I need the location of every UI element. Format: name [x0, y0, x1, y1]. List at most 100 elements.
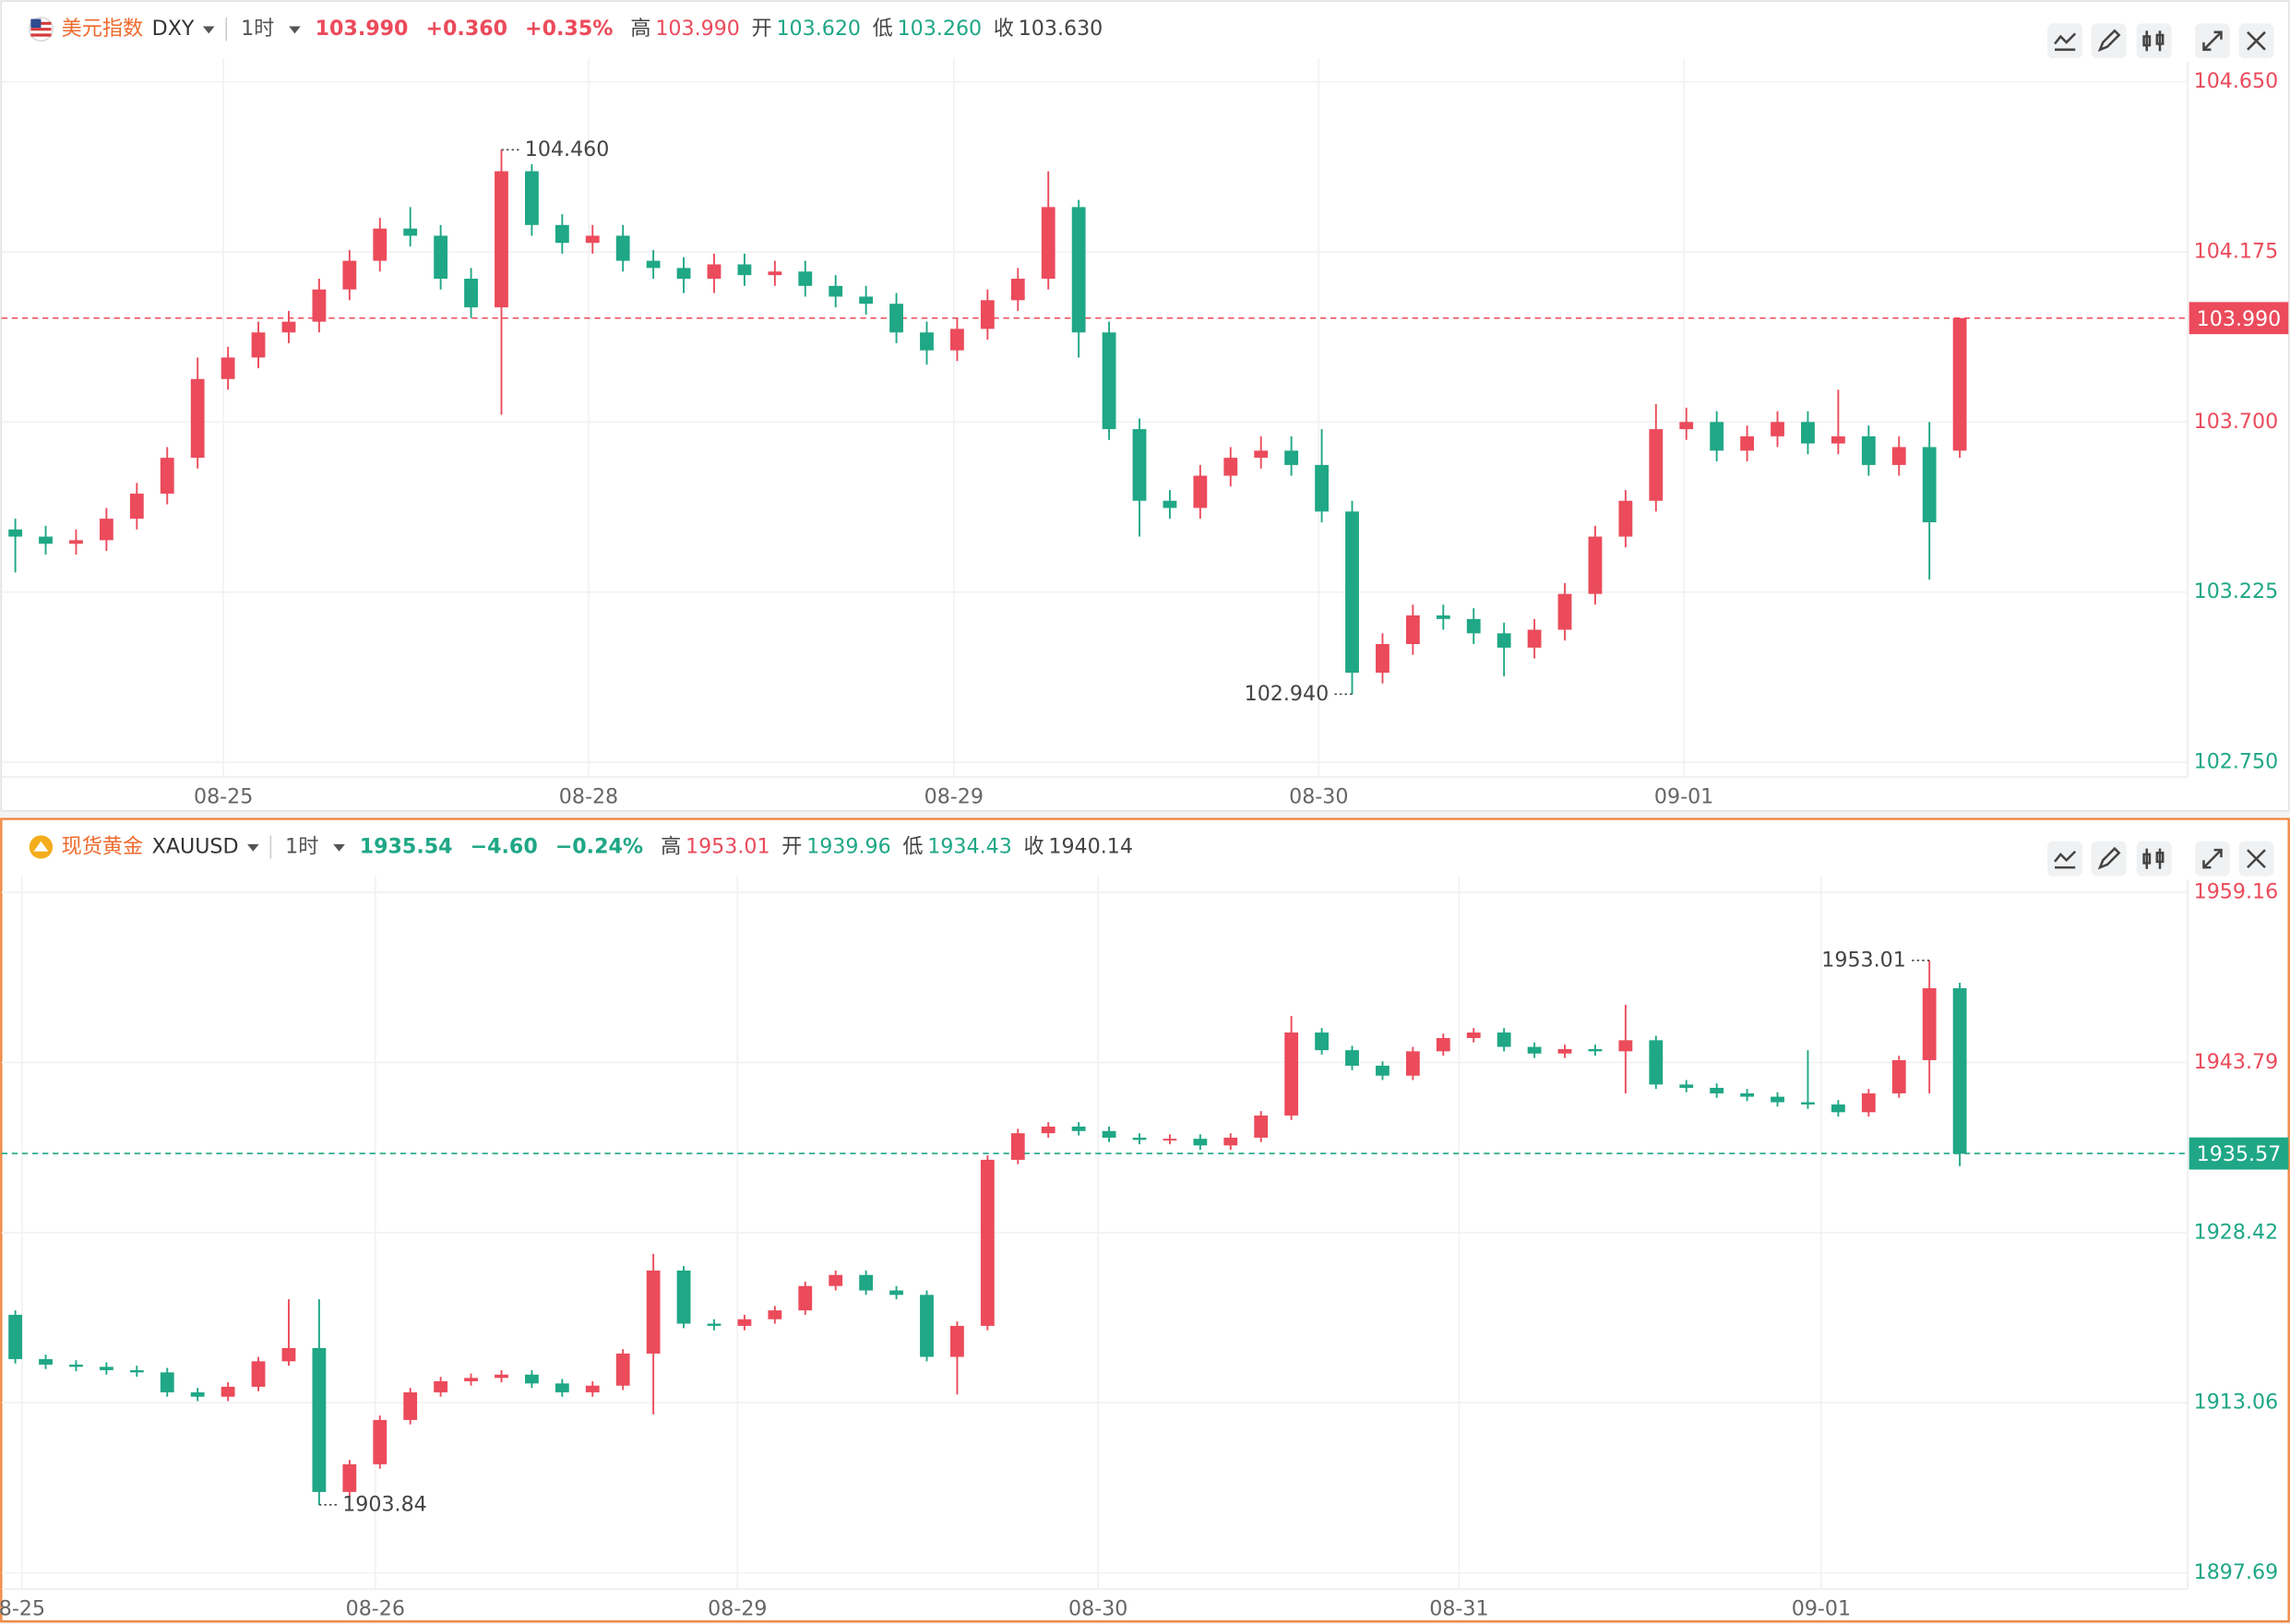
toolbar-button[interactable]: [2091, 841, 2127, 877]
toolbar-icon: [2097, 29, 2121, 53]
candle-body: [615, 1353, 630, 1386]
candle-body: [859, 1274, 874, 1291]
candle-body: [69, 540, 83, 544]
candle-body: [1345, 511, 1359, 674]
toolbar-icon: [2202, 848, 2223, 869]
ohlc-label: 收: [1023, 834, 1044, 858]
candle-body: [251, 1361, 266, 1387]
candle-body: [676, 1270, 691, 1324]
candle-body: [798, 271, 813, 286]
price: 1935.54: [360, 834, 453, 858]
candle-body: [1771, 1096, 1784, 1103]
candle-body: [555, 1383, 569, 1392]
symbol-code[interactable]: DXY: [152, 17, 195, 41]
candle-body: [859, 296, 874, 304]
candle-body: [1284, 450, 1299, 465]
candle-body: [312, 1347, 327, 1492]
candle-body: [1922, 987, 1937, 1060]
toolbar-button[interactable]: [2136, 841, 2172, 877]
candle-body: [281, 321, 296, 333]
candle-body: [1952, 317, 1967, 451]
symbol-title[interactable]: 美元指数: [62, 17, 144, 41]
candle-body: [707, 1323, 722, 1326]
candle-body: [1071, 207, 1086, 333]
x-tick-label: 08-29: [924, 785, 984, 809]
candle-body: [1922, 447, 1937, 523]
candle-body: [615, 235, 630, 261]
interval[interactable]: 1时: [285, 834, 318, 858]
price-change-pct: −0.24%: [555, 834, 643, 858]
candle-body: [1710, 1087, 1724, 1093]
interval[interactable]: 1时: [241, 17, 274, 41]
candle-body: [1891, 447, 1906, 465]
dropdown-caret: [247, 843, 259, 852]
candle-body: [1041, 207, 1056, 280]
ohlc-value: 103.260: [898, 17, 983, 41]
dropdown-caret: [333, 843, 345, 852]
candle-body: [251, 332, 266, 358]
candle-body: [1801, 422, 1815, 444]
candle-body: [403, 228, 418, 236]
candle-body: [160, 458, 174, 494]
candle-body: [1163, 1139, 1177, 1141]
y-tick-label: 104.175: [2194, 239, 2279, 263]
ohlc-value: 103.990: [655, 17, 740, 41]
price: 103.990: [316, 17, 409, 41]
x-tick-label: 08-31: [1429, 1597, 1488, 1621]
candle-body: [920, 332, 934, 351]
candle-body: [1376, 1065, 1390, 1076]
ohlc-label: 收: [994, 17, 1014, 41]
candle-body: [99, 519, 113, 541]
candle-body: [129, 493, 144, 519]
y-tick-label: 103.225: [2194, 579, 2279, 603]
y-tick-label: 1959.16: [2194, 880, 2279, 904]
candle-body: [950, 1325, 964, 1357]
candle-body: [373, 1419, 388, 1464]
candle-body: [39, 1358, 53, 1365]
candle-body: [1436, 1037, 1450, 1052]
candle-body: [495, 171, 508, 308]
candle-body: [1132, 1137, 1147, 1140]
candle-body: [1557, 593, 1572, 630]
candle-body: [1527, 1046, 1542, 1054]
y-tick-label: 104.650: [2194, 69, 2279, 93]
candle-body: [312, 289, 327, 322]
candle-body: [524, 171, 539, 225]
last-price-box: [2189, 1137, 2289, 1170]
candle-body: [1831, 1104, 1845, 1113]
last-price-label: 1935.57: [2197, 1142, 2282, 1166]
candle-body: [585, 235, 600, 244]
candle-body: [8, 529, 23, 537]
ohlc-label: 低: [873, 17, 893, 41]
extreme-label: 1903.84: [342, 1492, 427, 1516]
candle-body: [1679, 1084, 1694, 1088]
flag-canton: [30, 18, 42, 29]
candle-body: [495, 1374, 508, 1379]
symbol-title[interactable]: 现货黄金: [62, 834, 144, 858]
candle-body: [1527, 629, 1542, 648]
candle-body: [829, 1274, 843, 1286]
toolbar-button[interactable]: [2136, 23, 2172, 59]
toolbar-button[interactable]: [2091, 23, 2127, 59]
candle-body: [1376, 643, 1390, 674]
candle-body: [1466, 1032, 1481, 1038]
candle-body: [1710, 422, 1724, 451]
candle-body: [1618, 1040, 1633, 1052]
symbol-code[interactable]: XAUUSD: [152, 834, 239, 858]
x-tick-label: 08-28: [559, 785, 618, 809]
candle-body: [1163, 500, 1177, 508]
extreme-label: 104.460: [525, 137, 610, 161]
candle-body: [8, 1314, 23, 1359]
candle-body: [1891, 1059, 1906, 1093]
candle-body: [1801, 1102, 1815, 1105]
price-change: −4.60: [471, 834, 538, 858]
candle-body: [768, 1310, 782, 1320]
candle-body: [1588, 536, 1603, 594]
price-change-pct: +0.35%: [525, 17, 613, 41]
y-tick-label: 1913.06: [2194, 1391, 2279, 1415]
y-tick-label: 1943.79: [2194, 1050, 2279, 1074]
ohlc-label: 低: [902, 834, 923, 858]
ohlc-label: 开: [752, 17, 772, 41]
candle-body: [950, 328, 964, 351]
